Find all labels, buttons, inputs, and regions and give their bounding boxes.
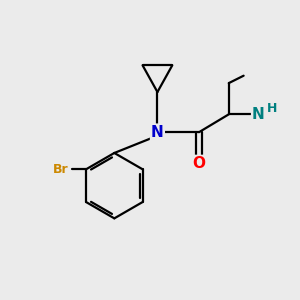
Text: H: H — [267, 103, 277, 116]
Text: N: N — [151, 125, 164, 140]
Text: O: O — [193, 156, 206, 171]
Text: N: N — [252, 107, 265, 122]
Text: Br: Br — [53, 163, 69, 176]
